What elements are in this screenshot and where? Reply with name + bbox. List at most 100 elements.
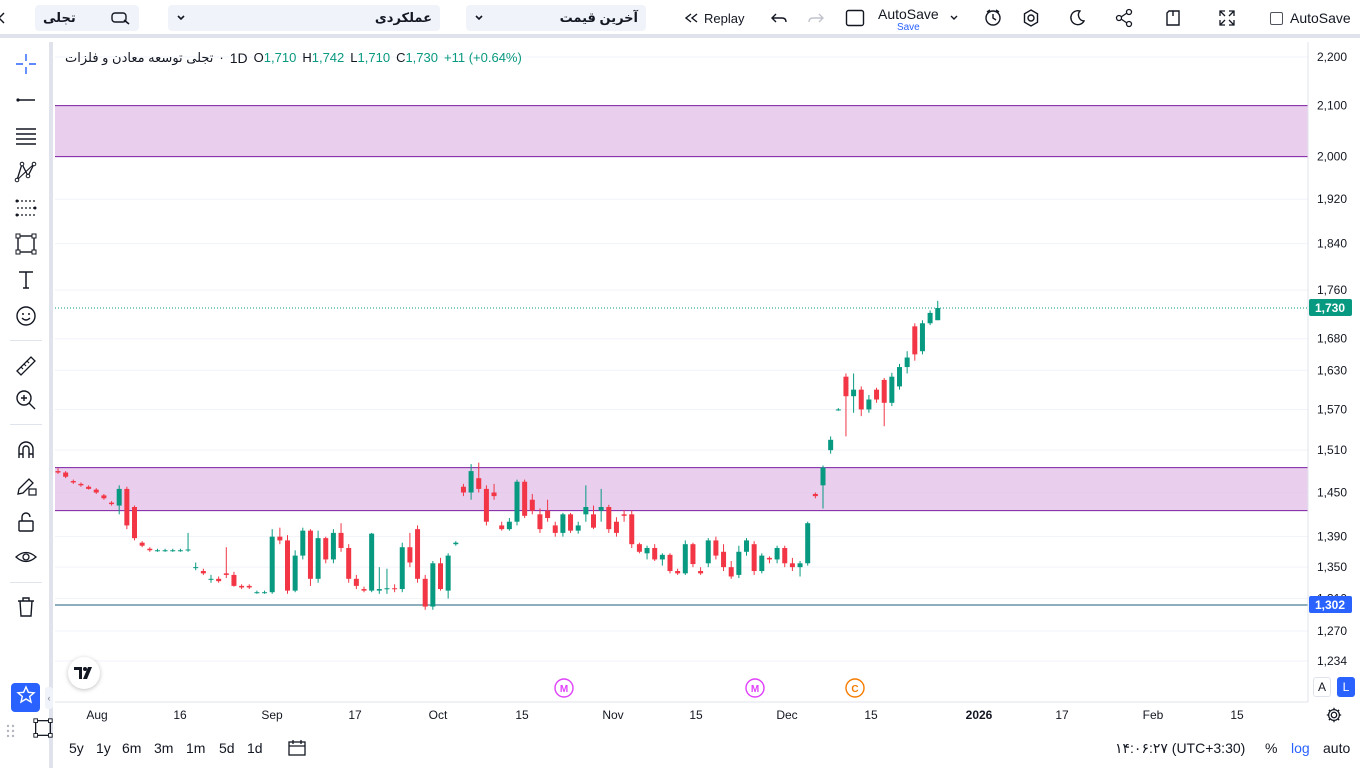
candle xyxy=(583,485,589,522)
candle xyxy=(285,535,290,594)
candle-body xyxy=(307,530,313,579)
undo-button[interactable] xyxy=(770,5,788,31)
chart-legend: تجلی توسعه معادن و فلزات · 1D O1,710 H1,… xyxy=(65,50,522,66)
emoji-tool[interactable] xyxy=(12,304,40,332)
high-value: 1,742 xyxy=(311,50,345,65)
legend-close: C1,730 xyxy=(396,50,438,66)
fib-tool[interactable] xyxy=(12,124,40,152)
snapshot-button[interactable] xyxy=(1164,5,1184,31)
candle-body xyxy=(843,376,849,397)
chart-area[interactable]: 2,200 2,100 2,000 1,920 1,840 1,760 1,680 1,630… xyxy=(55,42,1360,732)
candle-body xyxy=(70,481,76,483)
range-button-1y[interactable]: 1y xyxy=(96,740,111,756)
log-toggle-button[interactable]: log xyxy=(1291,740,1310,756)
collapse-toolbar-button[interactable]: ‹ xyxy=(45,687,53,709)
favorites-button[interactable] xyxy=(11,683,40,712)
crosshair-tool[interactable] xyxy=(12,52,40,80)
price-tick-label: 2,200 xyxy=(1317,50,1347,64)
candle-body xyxy=(568,514,574,531)
rectangle-tool[interactable] xyxy=(12,232,40,260)
line-icon xyxy=(14,88,38,117)
auto-toggle-button[interactable]: auto xyxy=(1323,740,1351,756)
range-button-6m[interactable]: 6m xyxy=(122,740,142,756)
redo-button[interactable] xyxy=(807,5,825,31)
clock[interactable]: ۱۴:۰۶:۲۷ (UTC+3:30) xyxy=(1115,740,1246,756)
candle xyxy=(652,544,658,561)
candle xyxy=(575,521,581,534)
remove-drawings-tool[interactable] xyxy=(12,595,40,623)
percent-scale-button[interactable]: % xyxy=(1265,740,1278,756)
fullscreen-button[interactable] xyxy=(1217,5,1237,31)
zoom-tool[interactable] xyxy=(12,388,40,416)
range-button-5y[interactable]: 5y xyxy=(69,740,84,756)
forecast-tool[interactable] xyxy=(12,196,40,224)
share-button[interactable] xyxy=(1114,5,1134,31)
tradingview-logo[interactable] xyxy=(68,657,100,689)
autosave-chevron-icon[interactable] xyxy=(949,5,959,31)
checkbox-icon[interactable] xyxy=(1270,11,1283,25)
settings-button[interactable] xyxy=(1021,5,1041,31)
time-tick-label: Nov xyxy=(602,708,623,722)
event-marker[interactable]: M xyxy=(745,678,765,698)
last-price-tag xyxy=(1309,299,1352,317)
candle xyxy=(843,373,849,437)
chevron-left-icon[interactable] xyxy=(0,5,8,31)
candle-body xyxy=(537,514,543,530)
auto-scale-button[interactable]: A xyxy=(1313,677,1331,697)
candle-body xyxy=(644,547,650,554)
chevron-down-icon xyxy=(474,14,484,22)
candle-body xyxy=(820,467,826,486)
candle xyxy=(613,517,619,537)
candle-body xyxy=(636,544,642,552)
replay-button[interactable]: Replay xyxy=(683,5,744,31)
event-marker[interactable]: C xyxy=(845,678,865,698)
range-button-3m[interactable]: 3m xyxy=(154,740,174,756)
price-tick-label: 1,840 xyxy=(1317,237,1347,251)
event-marker[interactable]: M xyxy=(554,678,574,698)
magnet-tool[interactable] xyxy=(12,438,40,466)
rectangle-quick-tool[interactable] xyxy=(29,716,57,744)
candle-body xyxy=(353,578,359,586)
crosshair-icon xyxy=(14,52,38,81)
hide-drawings-tool[interactable] xyxy=(12,545,40,573)
candle-body xyxy=(55,471,61,473)
candle-body xyxy=(101,495,107,499)
price-source-select[interactable]: آخرین قیمت xyxy=(466,5,646,31)
lock-drawing-tool[interactable] xyxy=(12,474,40,502)
lock-all-tool[interactable] xyxy=(12,510,40,538)
chart-style-select[interactable]: عملکردی xyxy=(168,5,440,31)
layout-button[interactable] xyxy=(845,5,865,31)
candle-body xyxy=(132,507,137,539)
candle-body xyxy=(422,578,428,607)
candle-body xyxy=(897,367,902,387)
event-circle xyxy=(845,678,865,698)
event-label: C xyxy=(851,684,858,695)
go-to-date-button[interactable] xyxy=(287,738,307,761)
range-button-1m[interactable]: 1m xyxy=(186,740,206,756)
range-button-1d[interactable]: 1d xyxy=(247,740,263,756)
candle-body xyxy=(698,571,704,574)
legend-high: H1,742 xyxy=(302,50,344,66)
candle-body xyxy=(789,563,795,568)
trend-line-tool[interactable] xyxy=(12,88,40,116)
axis-settings-button[interactable] xyxy=(1325,706,1343,729)
autosave-dropdown[interactable]: AutoSave Save xyxy=(878,4,939,36)
log-scale-button[interactable]: L xyxy=(1337,677,1355,697)
symbol-search-button[interactable]: تجلی xyxy=(35,5,139,31)
range-button-5d[interactable]: 5d xyxy=(219,740,235,756)
price-chart[interactable]: 2,200 2,100 2,000 1,920 1,840 1,760 1,680 1,630… xyxy=(55,42,1360,732)
drag-handle-icon[interactable] xyxy=(5,720,17,740)
dark-mode-button[interactable] xyxy=(1067,5,1087,31)
alert-button[interactable] xyxy=(983,5,1003,31)
candle-body xyxy=(812,493,818,497)
measure-tool[interactable] xyxy=(12,354,40,382)
candle xyxy=(407,532,413,568)
autosave-checkbox[interactable]: AutoSave xyxy=(1270,5,1351,31)
candle xyxy=(200,568,206,575)
legend-low: L1,710 xyxy=(350,50,390,66)
candle-body xyxy=(376,589,382,591)
candle xyxy=(392,584,398,593)
text-tool[interactable] xyxy=(12,268,40,296)
pattern-tool[interactable] xyxy=(12,160,40,188)
candle-body xyxy=(86,486,92,489)
